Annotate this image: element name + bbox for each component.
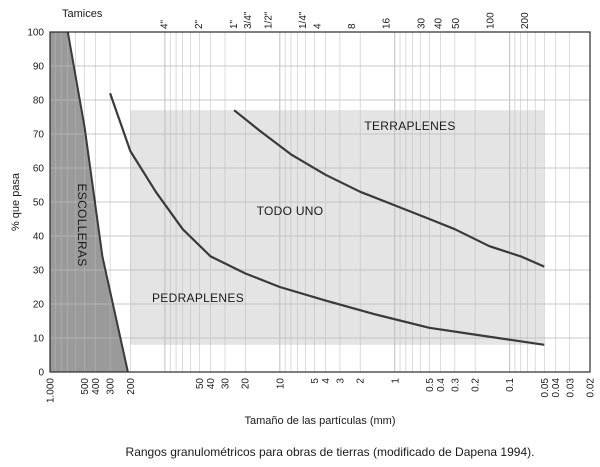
y-tick-label: 30 <box>33 266 45 277</box>
x-tick-label: 0.4 <box>436 378 447 392</box>
x-tick-label: 0.04 <box>551 378 562 398</box>
curve-layer <box>66 31 545 373</box>
x-tick-label: 2 <box>356 378 367 384</box>
sieve-tick-label: 1/2" <box>263 11 274 29</box>
grid-layer <box>49 31 591 373</box>
plot-frame <box>49 31 591 373</box>
region-label-pedraplenes: PEDRAPLENES <box>152 291 244 305</box>
y-tick-label: 80 <box>33 96 45 107</box>
x-tick-label: 4 <box>321 378 332 384</box>
x-tick-label: 0.02 <box>586 378 597 398</box>
sieve-tick-label: 30 <box>417 17 428 29</box>
x-tick-label: 10 <box>275 378 286 390</box>
x-tick-label: 400 <box>91 378 102 395</box>
x-tick-label: 3 <box>335 378 346 384</box>
sieve-tick-label: 1" <box>229 19 240 29</box>
x-tick-label: 1.000 <box>46 378 57 403</box>
x-tick-label: 0.5 <box>425 378 436 392</box>
sieve-tick-label: 50 <box>451 17 462 29</box>
top-axis-title: Tamices <box>62 8 103 20</box>
x-tick-label: 0.2 <box>471 378 482 392</box>
region-label-escolleras: ESCOLLERAS <box>75 183 89 266</box>
escolleras-boundary <box>66 31 129 373</box>
sieve-tick-label: 4 <box>312 23 323 29</box>
y-tick-label: 40 <box>33 232 45 243</box>
y-tick-label: 10 <box>33 334 45 345</box>
x-tick-label: 50 <box>195 378 206 390</box>
sieve-tick-label: 1/4" <box>298 11 309 29</box>
todo-uno-region <box>130 110 545 345</box>
sieve-tick-label: 2" <box>194 19 205 29</box>
x-tick-label: 0.1 <box>505 378 516 392</box>
sieve-tick-label: 100 <box>485 12 496 29</box>
y-tick-label: 100 <box>27 28 44 39</box>
series-line-1 <box>233 109 545 268</box>
x-tick-label: 0.3 <box>450 378 461 392</box>
x-tick-label: 0.03 <box>565 378 576 398</box>
y-tick-label: 60 <box>33 164 45 175</box>
sieve-tick-label: 16 <box>382 17 393 29</box>
sieve-tick-label: 4" <box>160 19 171 29</box>
x-tick-label: 300 <box>106 378 117 395</box>
x-tick-label: 1 <box>390 378 401 384</box>
sieve-tick-label: 40 <box>434 17 445 29</box>
x-tick-label: 500 <box>80 378 91 395</box>
sieve-tick-label: 8 <box>347 23 358 29</box>
y-tick-label: 20 <box>33 300 45 311</box>
x-tick-label: 30 <box>221 378 232 390</box>
sieve-tick-label: 200 <box>520 12 531 29</box>
y-tick-label: 70 <box>33 130 45 141</box>
x-tick-label: 40 <box>206 378 217 390</box>
x-tick-label: 5 <box>310 378 321 384</box>
y-tick-label: 90 <box>33 62 45 73</box>
x-tick-label: 200 <box>126 378 137 395</box>
x-axis-title: Tamaño de las partículas (mm) <box>245 415 396 427</box>
y-tick-label: 50 <box>33 198 45 209</box>
region-label-todo-uno: TODO UNO <box>257 204 324 218</box>
region-label-terraplenes: TERRAPLENES <box>364 119 455 133</box>
chart-caption: Rangos granulométricos para obras de tie… <box>126 445 535 459</box>
y-tick-label: 0 <box>38 368 44 379</box>
y-axis-title: % que pasa <box>10 172 22 231</box>
series-line-0 <box>109 92 545 346</box>
x-tick-label: 0.05 <box>540 378 551 398</box>
x-tick-label: 20 <box>241 378 252 390</box>
sieve-tick-label: 3/4" <box>243 11 254 29</box>
